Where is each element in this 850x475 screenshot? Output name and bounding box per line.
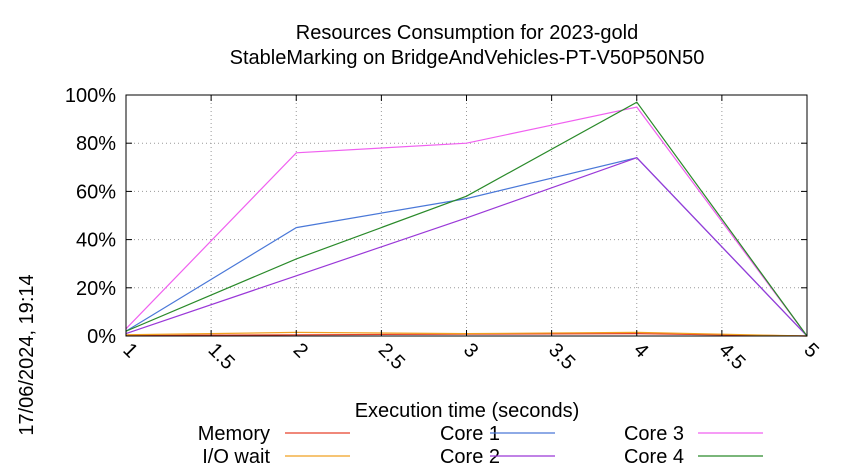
y-tick-label: 80% (76, 133, 116, 155)
x-tick-label: 4 (629, 339, 652, 362)
x-tick-label: 1 (118, 339, 141, 362)
y-tick-label: 100% (65, 85, 116, 107)
legend-label: Core 3 (624, 423, 684, 445)
legend-label: Core 1 (440, 423, 500, 445)
x-tick-label: 2 (289, 339, 312, 362)
x-tick-label: 3 (459, 339, 482, 362)
legend-label: I/O wait (202, 446, 270, 468)
y-tick-label: 60% (76, 181, 116, 203)
x-tick-label: 1.5 (204, 339, 239, 374)
y-tick-label: 20% (76, 278, 116, 300)
chart-title-line1: Resources Consumption for 2023-gold (296, 22, 638, 44)
legend-label: Core 4 (624, 446, 684, 468)
y-axis-ticks: 0% 20% 40% 60% 80% 100% (65, 85, 807, 348)
x-tick-label: 4.5 (714, 339, 749, 374)
legend-label: Core 2 (440, 446, 500, 468)
y-tick-label: 40% (76, 230, 116, 252)
x-tick-label: 3.5 (544, 339, 579, 374)
x-axis-label: Execution time (seconds) (355, 400, 580, 422)
x-tick-label: 2.5 (374, 339, 409, 374)
timestamp-label: 17/06/2024, 19:14 (16, 274, 38, 435)
series-line-core-3 (125, 106, 808, 337)
grid (126, 95, 807, 336)
series-line-core-2 (125, 157, 808, 337)
chart-title-line2: StableMarking on BridgeAndVehicles-PT-V5… (230, 47, 705, 69)
x-tick-label: 5 (799, 339, 822, 362)
x-axis-ticks: 1 1.5 2 2.5 3 3.5 4 4.5 5 (118, 95, 823, 374)
y-tick-label: 0% (87, 326, 116, 348)
series-line-core-4 (125, 101, 808, 337)
legend-label: Memory (198, 423, 270, 445)
series-line-core-1 (125, 157, 808, 337)
